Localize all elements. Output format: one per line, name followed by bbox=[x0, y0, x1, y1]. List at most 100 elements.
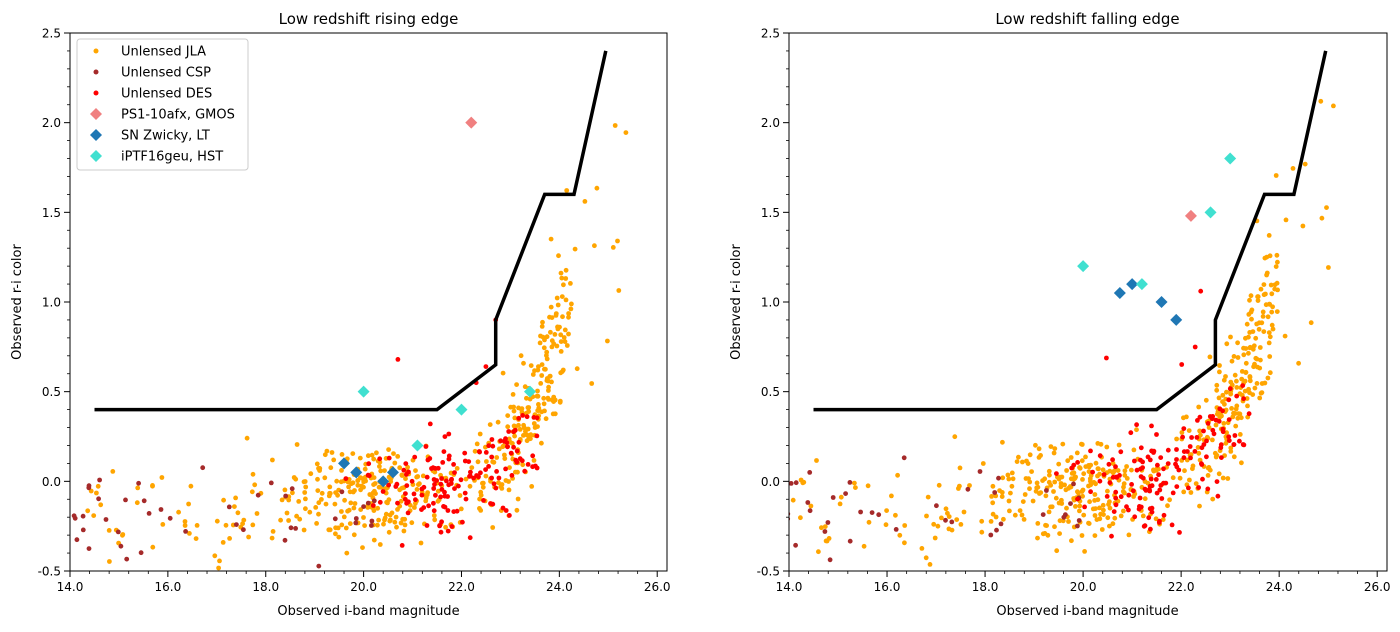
scatter-point bbox=[1324, 205, 1329, 211]
scatter-point bbox=[1217, 363, 1222, 368]
scatter-point bbox=[110, 469, 116, 474]
scatter-point bbox=[269, 535, 275, 541]
scatter-point bbox=[382, 517, 387, 523]
scatter-point bbox=[439, 476, 444, 481]
scatter-point bbox=[369, 518, 375, 524]
scatter-point bbox=[1224, 341, 1230, 347]
scatter-point bbox=[869, 510, 875, 515]
scatter-point bbox=[1300, 223, 1306, 229]
legend-label: Unlensed CSP bbox=[121, 66, 211, 81]
scatter-point bbox=[460, 519, 465, 525]
scatter-point bbox=[383, 511, 389, 517]
scatter-point bbox=[574, 366, 580, 372]
scatter-point bbox=[1198, 288, 1204, 294]
scatter-point bbox=[1258, 357, 1263, 363]
scatter-point bbox=[223, 522, 229, 528]
x-axis-tick-labels: 14.0 16.0 18.0 20.0 22.0 24.0 26.0 bbox=[57, 580, 671, 594]
scatter-point bbox=[808, 503, 814, 509]
scatter-point bbox=[807, 508, 813, 514]
scatter-point bbox=[496, 446, 502, 452]
scatter-point bbox=[370, 503, 376, 508]
scatter-point bbox=[1054, 548, 1060, 554]
scatter-point bbox=[961, 509, 967, 515]
y-tick-label: 1.0 bbox=[761, 296, 780, 310]
scatter-point bbox=[793, 480, 799, 486]
scatter-point bbox=[1156, 466, 1161, 472]
scatter-point bbox=[1043, 493, 1049, 499]
scatter-point bbox=[1245, 403, 1250, 409]
scatter-point bbox=[1022, 492, 1028, 497]
scatter-point bbox=[457, 493, 463, 498]
scatter-point bbox=[1269, 309, 1275, 315]
scatter-point bbox=[1107, 505, 1113, 511]
scatter-point bbox=[386, 529, 392, 535]
scatter-point bbox=[1109, 533, 1114, 539]
scatter-point bbox=[1158, 483, 1164, 488]
scatter-point bbox=[1044, 523, 1049, 528]
diamond-marker bbox=[1155, 296, 1168, 308]
scatter-point bbox=[118, 543, 124, 549]
scatter-point bbox=[1153, 477, 1159, 482]
scatter-point bbox=[1023, 476, 1029, 481]
scatter-point bbox=[1174, 436, 1179, 442]
scatter-point bbox=[561, 335, 567, 340]
scatter-point bbox=[1000, 475, 1006, 481]
scatter-point bbox=[332, 516, 338, 522]
scatter-point bbox=[1071, 481, 1076, 487]
scatter-point bbox=[458, 477, 464, 483]
scatter-point bbox=[1234, 385, 1240, 390]
scatter-point bbox=[1045, 532, 1051, 538]
scatter-point bbox=[353, 520, 359, 526]
scatter-point bbox=[417, 481, 422, 487]
scatter-point bbox=[1001, 516, 1006, 522]
scatter-point bbox=[506, 487, 512, 493]
scatter-point bbox=[543, 416, 549, 422]
scatter-point bbox=[1126, 532, 1132, 538]
scatter-point bbox=[386, 447, 391, 452]
scatter-point bbox=[1104, 494, 1110, 499]
scatter-point bbox=[404, 500, 409, 506]
scatter-point bbox=[405, 510, 411, 516]
scatter-point bbox=[415, 474, 421, 479]
scatter-point bbox=[535, 388, 540, 394]
scatter-point bbox=[605, 338, 610, 344]
scatter-point bbox=[249, 489, 255, 495]
scatter-point bbox=[1228, 379, 1234, 385]
scatter-point bbox=[1121, 481, 1127, 487]
scatter-point bbox=[1211, 431, 1217, 437]
scatter-point bbox=[793, 542, 798, 548]
scatter-point bbox=[548, 304, 554, 310]
scatter-point bbox=[514, 382, 519, 387]
x-tick-label: 18.0 bbox=[972, 580, 999, 594]
scatter-point bbox=[241, 527, 246, 533]
scatter-point bbox=[980, 461, 986, 466]
scatter-point bbox=[1124, 464, 1129, 469]
scatter-point bbox=[1169, 522, 1175, 528]
scatter-point bbox=[357, 455, 363, 461]
scatter-point bbox=[1029, 469, 1034, 474]
scatter-point bbox=[530, 464, 535, 470]
diamond-marker bbox=[357, 385, 370, 398]
scatter-point bbox=[1246, 334, 1251, 340]
scatter-point bbox=[278, 517, 283, 523]
y-axis-label: Observed r-i color bbox=[10, 244, 25, 360]
scatter-point bbox=[990, 500, 996, 506]
scatter-point bbox=[1319, 215, 1325, 221]
scatter-point bbox=[1106, 502, 1111, 507]
scatter-point bbox=[1225, 476, 1231, 481]
scatter-point bbox=[946, 526, 952, 532]
scatter-point bbox=[414, 487, 420, 492]
scatter-point bbox=[893, 512, 898, 518]
scatter-point bbox=[341, 514, 347, 520]
scatter-point bbox=[1042, 476, 1048, 482]
scatter-point bbox=[1272, 282, 1278, 288]
scatter-point bbox=[526, 409, 531, 414]
scatter-point bbox=[572, 246, 578, 252]
scatter-point bbox=[1246, 350, 1251, 356]
scatter-point bbox=[525, 426, 531, 432]
scatter-point bbox=[334, 478, 340, 484]
scatter-point bbox=[558, 370, 564, 376]
scatter-point bbox=[289, 486, 295, 492]
scatter-point bbox=[530, 453, 536, 459]
scatter-point bbox=[1229, 358, 1235, 364]
